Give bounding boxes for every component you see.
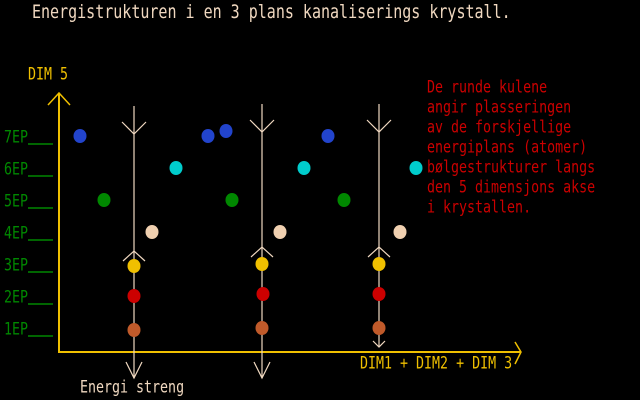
energy-string-2 bbox=[249, 104, 275, 380]
energy-string-label: Energi streng bbox=[80, 378, 185, 398]
energy-ball-6ep bbox=[297, 161, 311, 175]
x-axis-label: DIM1 + DIM2 + DIM 3 bbox=[360, 354, 513, 374]
level-label-4ep: 4EP bbox=[4, 224, 29, 244]
energy-string-3 bbox=[366, 104, 392, 348]
level-label-3ep: 3EP bbox=[4, 256, 29, 276]
energy-ball-2ep bbox=[127, 289, 141, 303]
energy-ball-7ep bbox=[219, 124, 233, 138]
energy-ball-5ep bbox=[97, 193, 111, 207]
energy-ball-7ep bbox=[201, 129, 215, 143]
energy-ball-1ep bbox=[372, 321, 386, 335]
level-label-7ep: 7EP bbox=[4, 128, 29, 148]
note-line: De runde kulene bbox=[427, 78, 548, 98]
down-arrow-icon bbox=[253, 361, 271, 380]
up-chevron-icon bbox=[367, 246, 391, 258]
down-arrow-icon bbox=[125, 361, 143, 380]
y-axis-label: DIM 5 bbox=[28, 65, 69, 85]
energy-ball-1ep bbox=[255, 321, 269, 335]
energy-ball-5ep bbox=[337, 193, 351, 207]
energy-ball-1ep bbox=[127, 323, 141, 337]
level-label-1ep: 1EP bbox=[4, 320, 29, 340]
level-label-2ep: 2EP bbox=[4, 288, 29, 308]
note-line: av de forskjellige bbox=[427, 118, 572, 138]
energy-string-1 bbox=[121, 106, 147, 380]
energy-ball-5ep bbox=[225, 193, 239, 207]
note-line: den 5 dimensjons akse bbox=[427, 178, 596, 198]
energy-ball-4ep bbox=[393, 225, 407, 239]
note-line: energiplans (atomer) bbox=[427, 138, 588, 158]
down-chevron-icon bbox=[121, 121, 147, 135]
down-chevron-icon bbox=[366, 119, 392, 133]
energy-ball-6ep bbox=[409, 161, 423, 175]
level-underlines bbox=[28, 143, 53, 337]
diagram-title: Energistrukturen i en 3 plans kanaliseri… bbox=[32, 0, 511, 23]
note-line: angir plasseringen bbox=[427, 98, 572, 118]
energy-ball-4ep bbox=[145, 225, 159, 239]
note-line: i krystallen. bbox=[427, 198, 532, 218]
energy-ball-6ep bbox=[169, 161, 183, 175]
up-chevron-icon bbox=[250, 246, 274, 258]
energy-ball-7ep bbox=[73, 129, 87, 143]
energy-ball-3ep bbox=[372, 257, 386, 271]
level-label-6ep: 6EP bbox=[4, 160, 29, 180]
x-axis-arrow-icon bbox=[514, 341, 522, 365]
level-label-5ep: 5EP bbox=[4, 192, 29, 212]
up-chevron-icon bbox=[122, 250, 146, 262]
energy-ball-4ep bbox=[273, 225, 287, 239]
down-chevron-icon bbox=[249, 119, 275, 133]
energy-ball-2ep bbox=[256, 287, 270, 301]
energy-ball-3ep bbox=[127, 259, 141, 273]
energy-ball-7ep bbox=[321, 129, 335, 143]
down-arrow-icon bbox=[372, 340, 386, 348]
y-axis-arrow-icon bbox=[47, 91, 71, 106]
note-line: bølgestrukturer langs bbox=[427, 158, 596, 178]
energy-ball-2ep bbox=[372, 287, 386, 301]
energy-ball-3ep bbox=[255, 257, 269, 271]
